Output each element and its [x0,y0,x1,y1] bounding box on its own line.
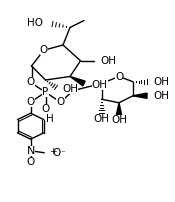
Text: OH: OH [100,56,116,66]
Text: O: O [26,77,35,87]
Text: OH: OH [153,91,169,101]
Text: O: O [26,97,35,107]
Text: HO: HO [27,18,43,28]
Text: N: N [26,146,35,156]
Text: O: O [40,45,48,55]
Text: +: + [49,147,57,156]
Text: OH: OH [153,77,169,87]
Text: ⁻: ⁻ [60,149,65,159]
Text: OH: OH [92,80,108,89]
Polygon shape [70,77,85,86]
Text: O: O [115,72,123,81]
Text: OH: OH [93,114,109,124]
Text: OH: OH [62,84,78,94]
Text: P: P [42,87,49,97]
Text: OH: OH [111,115,127,125]
Text: O: O [41,104,50,114]
Polygon shape [116,103,122,115]
Text: O: O [26,97,35,107]
Text: H: H [46,114,54,124]
Text: O: O [26,157,35,167]
Text: O: O [52,148,61,159]
Polygon shape [133,93,147,98]
Text: O: O [56,97,65,107]
